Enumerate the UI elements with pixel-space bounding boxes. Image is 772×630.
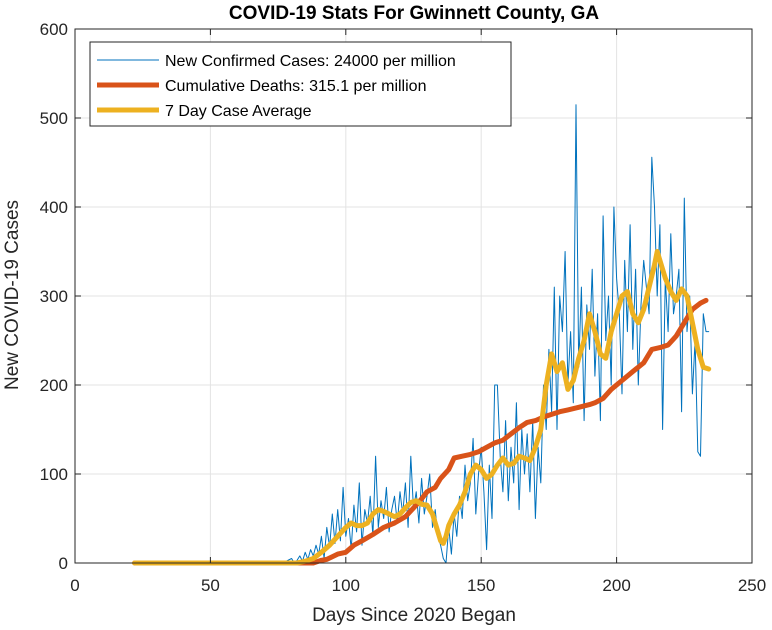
y-tick-label: 400	[40, 198, 68, 217]
series-layer	[132, 104, 712, 566]
legend-label: 7 Day Case Average	[165, 103, 312, 120]
y-tick-label: 500	[40, 109, 68, 128]
cumulative-deaths-line	[132, 297, 709, 566]
legend-item-cumulative-deaths: Cumulative Deaths: 315.1 per million	[97, 78, 426, 95]
x-tick-label: 150	[467, 576, 495, 595]
x-tick-label: 100	[332, 576, 360, 595]
x-tick-label: 0	[70, 576, 79, 595]
legend-label: New Confirmed Cases: 24000 per million	[165, 53, 456, 70]
legend: New Confirmed Cases: 24000 per million Cu…	[89, 41, 512, 127]
chart-title: COVID-19 Stats For Gwinnett County, GA	[229, 3, 599, 24]
y-tick-label: 300	[40, 287, 68, 306]
y-axis-label: New COVID-19 Cases	[2, 200, 23, 390]
x-axis-label: Days Since 2020 Began	[312, 605, 516, 626]
seven-day-average-line	[132, 249, 712, 566]
legend-item-new-cases: New Confirmed Cases: 24000 per million	[97, 53, 456, 70]
y-axis-ticks: 0 100 200 300 400 500 600	[40, 20, 752, 573]
y-tick-label: 600	[40, 20, 68, 39]
y-tick-label: 100	[40, 465, 68, 484]
y-tick-label: 0	[59, 554, 68, 573]
x-tick-label: 200	[602, 576, 630, 595]
x-tick-label: 250	[738, 576, 766, 595]
legend-box	[89, 41, 512, 127]
x-tick-label: 50	[201, 576, 220, 595]
legend-label: Cumulative Deaths: 315.1 per million	[165, 78, 426, 95]
y-tick-label: 200	[40, 376, 68, 395]
legend-item-seven-day-average: 7 Day Case Average	[97, 103, 312, 120]
x-axis-ticks: 0 50 100 150 200 250	[70, 29, 766, 595]
